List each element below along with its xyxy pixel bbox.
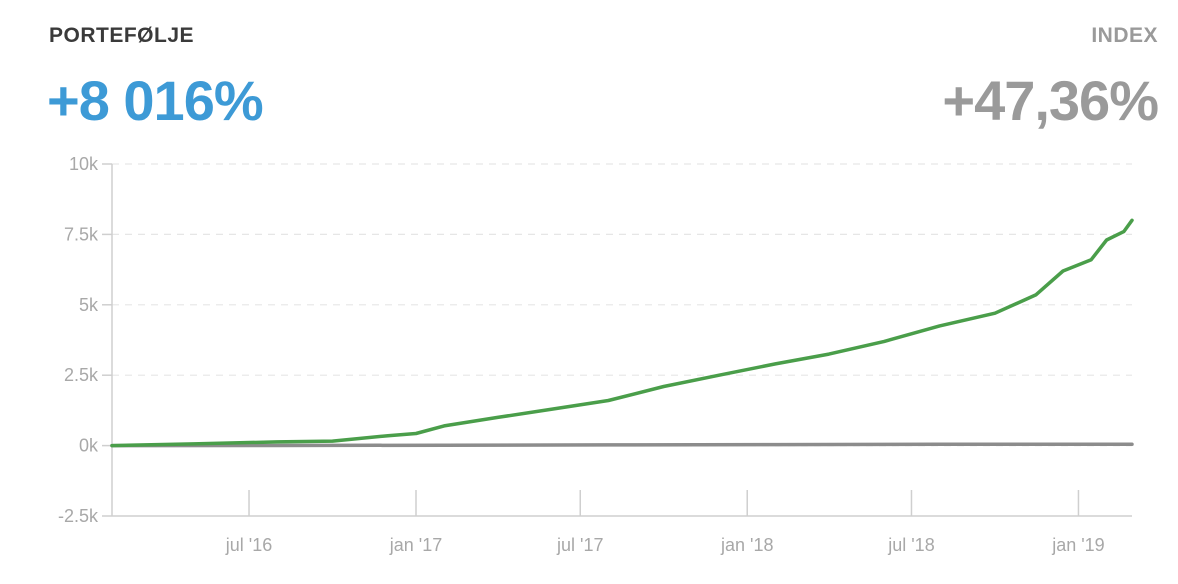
y-tick-label: 2.5k (64, 365, 99, 385)
y-tick-label: 5k (79, 295, 99, 315)
x-tick-label: jan '19 (1051, 535, 1104, 555)
index-return-value: +47,36% (942, 69, 1159, 132)
x-axis-ticks: jul '16 jan '17 jul '17 jan '18 jul '18 jan '… (225, 490, 1105, 555)
portfolio-line (110, 218, 1134, 448)
x-tick-label: jan '18 (720, 535, 773, 555)
chart-axes (111, 164, 1132, 517)
x-tick-label: jul '16 (225, 535, 272, 555)
y-axis-ticks: 10k 7.5k 5k 2.5k 0k -2.5k (58, 154, 112, 526)
y-tick-label: 0k (79, 436, 99, 456)
portfolio-return-value: +8 016% (47, 69, 264, 132)
x-tick-label: jul '17 (556, 535, 603, 555)
chart-grid (112, 163, 1132, 447)
chart-series (110, 218, 1134, 448)
y-tick-label: 10k (69, 154, 99, 174)
x-tick-label: jan '17 (389, 535, 442, 555)
y-tick-label: 7.5k (64, 224, 99, 244)
index-label: INDEX (1091, 24, 1158, 47)
y-tick-label: -2.5k (58, 506, 99, 526)
index-line (110, 442, 1134, 448)
x-tick-label: jul '18 (887, 535, 934, 555)
portfolio-label: PORTEFØLJE (49, 24, 195, 47)
